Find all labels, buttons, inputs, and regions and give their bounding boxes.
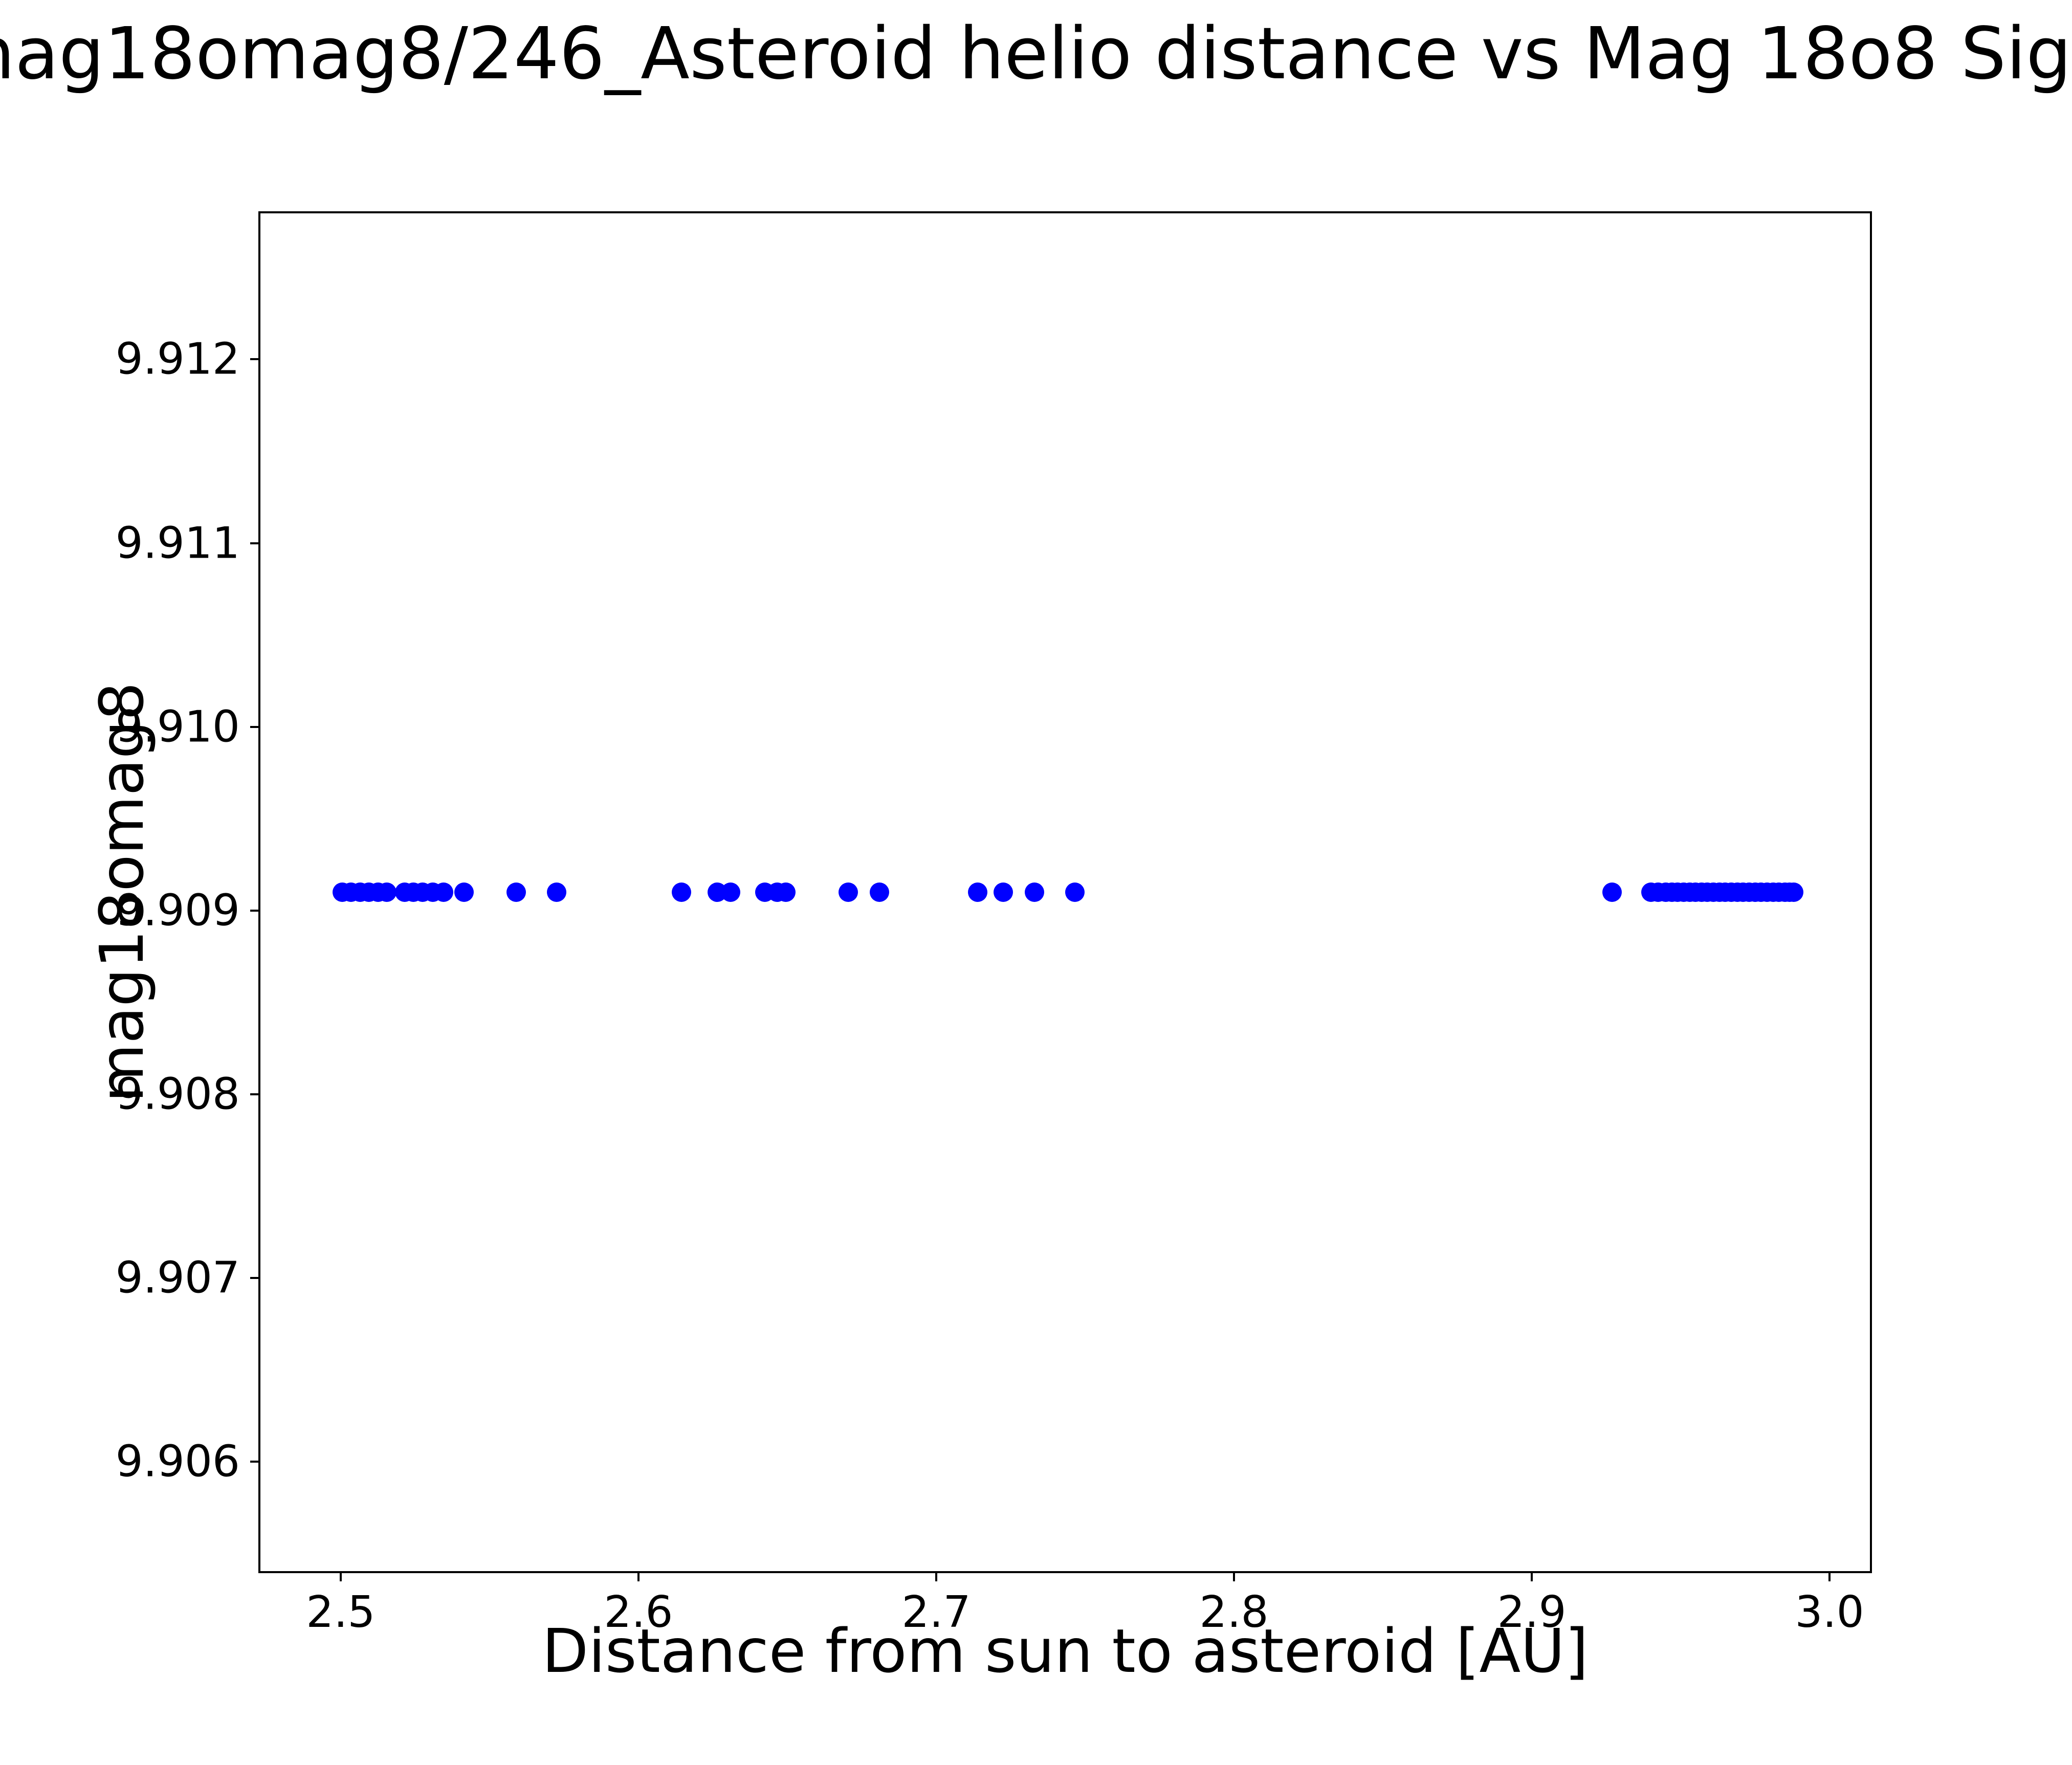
y-tick-label: 9.909: [115, 885, 240, 936]
x-tick-label: 3.0: [1795, 1587, 1864, 1638]
x-tick-mark: [637, 1573, 640, 1581]
y-tick-label: 9.912: [115, 334, 240, 385]
x-tick-label: 2.5: [306, 1587, 376, 1638]
data-point: [433, 882, 453, 902]
x-tick-mark: [1531, 1573, 1533, 1581]
y-tick-mark: [250, 1461, 258, 1463]
x-tick-label: 2.6: [604, 1587, 673, 1638]
x-tick-mark: [1828, 1573, 1831, 1581]
x-tick-label: 2.8: [1199, 1587, 1269, 1638]
data-point: [839, 882, 858, 902]
y-tick-mark: [250, 725, 258, 728]
data-point: [377, 882, 397, 902]
data-point: [506, 882, 526, 902]
y-tick-label: 9.908: [115, 1069, 240, 1120]
data-point: [870, 882, 890, 902]
y-tick-label: 9.911: [115, 518, 240, 569]
data-point: [1602, 882, 1622, 902]
y-tick-mark: [250, 909, 258, 912]
data-point: [993, 882, 1013, 902]
data-point: [1025, 882, 1045, 902]
y-tick-mark: [250, 1277, 258, 1279]
data-point: [454, 882, 474, 902]
x-axis-label: Distance from sun to asteroid [AU]: [542, 1616, 1589, 1686]
data-point: [672, 882, 692, 902]
data-point: [776, 882, 796, 902]
data-point: [721, 882, 741, 902]
y-tick-mark: [250, 542, 258, 544]
data-point: [968, 882, 988, 902]
y-tick-mark: [250, 358, 258, 361]
x-tick-mark: [339, 1573, 342, 1581]
data-point: [1065, 882, 1085, 902]
chart-title: mag18omag8/246_Asteroid helio distance v…: [0, 12, 2072, 96]
x-tick-mark: [935, 1573, 937, 1581]
x-tick-label: 2.7: [901, 1587, 971, 1638]
y-tick-mark: [250, 1093, 258, 1096]
y-tick-label: 9.907: [115, 1252, 240, 1304]
data-point: [1784, 882, 1804, 902]
x-tick-mark: [1233, 1573, 1236, 1581]
y-tick-label: 9.906: [115, 1436, 240, 1487]
y-tick-label: 9.910: [115, 701, 240, 753]
y-axis-label: mag18omag8: [86, 682, 157, 1102]
x-tick-label: 2.9: [1497, 1587, 1567, 1638]
data-point: [546, 882, 566, 902]
